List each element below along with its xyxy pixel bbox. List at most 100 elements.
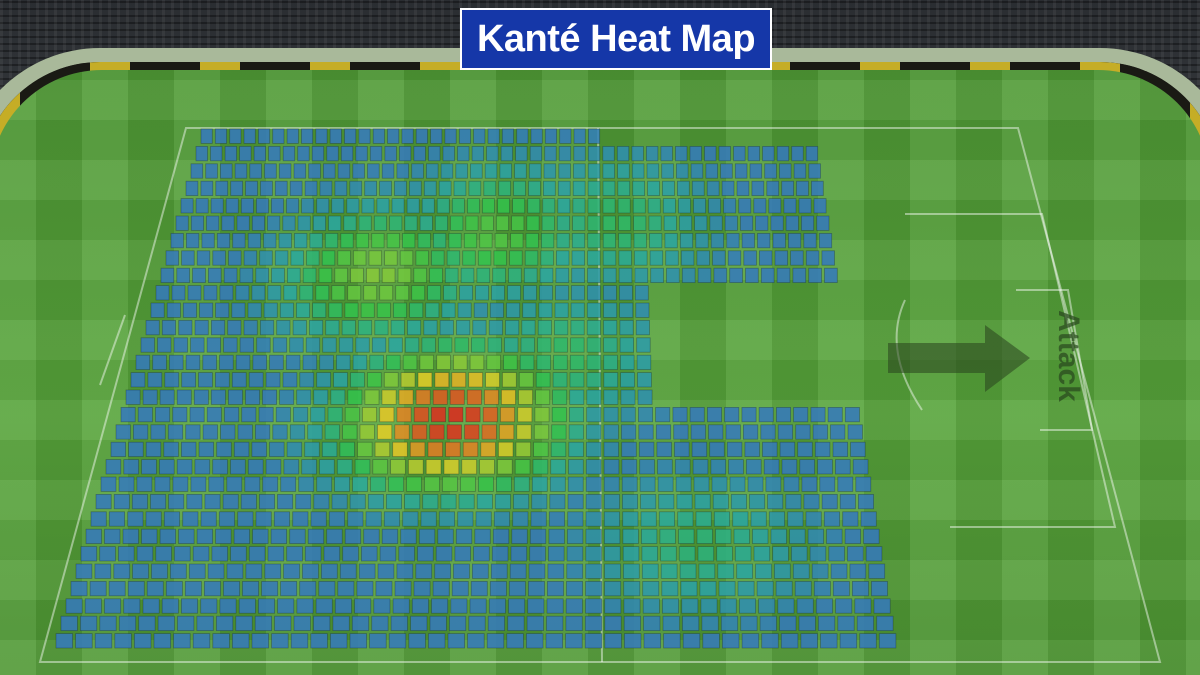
left-goal-area (99, 314, 126, 386)
heat-cell (821, 250, 835, 266)
heat-cell (318, 267, 333, 284)
heat-cell (679, 215, 693, 231)
heat-cell (717, 563, 735, 579)
heat-cell (515, 145, 528, 162)
heat-cell (568, 459, 584, 475)
heat-cell (223, 267, 238, 284)
heat-cell (486, 354, 501, 371)
heat-cell (749, 163, 763, 179)
heat-cell (726, 441, 743, 458)
heat-cell (533, 441, 549, 458)
heat-cell (354, 598, 372, 614)
heat-cell (113, 563, 131, 579)
heat-cell (743, 250, 757, 266)
heat-cell (477, 476, 494, 492)
heat-cell (634, 250, 648, 266)
heat-cell (168, 354, 184, 371)
heat-cell (587, 198, 601, 214)
heat-cell (299, 372, 315, 388)
heat-cell (656, 441, 672, 458)
heat-cell (548, 511, 565, 527)
heat-cell (725, 424, 741, 440)
heat-cell (632, 180, 646, 196)
heat-cell (141, 528, 158, 545)
heat-cell (355, 232, 370, 249)
heat-cell (621, 476, 638, 492)
heat-cell (200, 598, 218, 614)
heat-cell (295, 493, 312, 510)
heat-cell (635, 319, 650, 336)
heat-cell (587, 215, 601, 231)
heat-cell (313, 615, 331, 632)
heat-cell (662, 615, 680, 632)
heat-cell (473, 128, 486, 144)
heat-cell (271, 267, 285, 284)
heat-cell (860, 511, 877, 527)
heat-cell (252, 354, 267, 371)
heat-cell (440, 163, 454, 179)
heat-cell (219, 354, 234, 371)
heat-cell (632, 198, 646, 214)
heat-cell (693, 476, 710, 492)
heat-cell (226, 476, 243, 492)
heat-cell (473, 302, 488, 318)
heat-cell (245, 563, 263, 579)
heat-cell (506, 302, 521, 318)
heat-cell (387, 128, 400, 144)
heat-cell (299, 581, 317, 597)
heat-cell (413, 267, 427, 284)
heat-cell (790, 250, 804, 266)
heat-cell (551, 406, 567, 423)
heat-cell (374, 441, 391, 458)
heat-cell (283, 563, 300, 579)
heat-cell (556, 232, 570, 249)
heat-cell (151, 563, 168, 579)
heat-cell (277, 493, 294, 510)
heat-cell (550, 459, 566, 475)
heat-cell (371, 615, 389, 632)
heat-cell (292, 319, 307, 336)
heat-cell (585, 546, 602, 562)
heat-cell (200, 180, 214, 196)
heat-cell (549, 476, 566, 492)
heat-cell (286, 128, 299, 144)
heat-cell (175, 215, 189, 231)
heat-cell (366, 372, 382, 388)
heat-cell (304, 180, 318, 196)
heat-cell (604, 528, 621, 545)
heat-cell (519, 354, 535, 371)
heat-cell (481, 198, 495, 214)
heat-cell (280, 476, 297, 492)
heat-cell (178, 528, 195, 545)
heat-cell (415, 563, 433, 579)
heat-cell (444, 128, 457, 144)
heat-cell (713, 511, 730, 527)
heat-cell (738, 198, 752, 214)
heat-cell (462, 250, 476, 266)
heat-cell (674, 441, 690, 458)
heat-cell (315, 598, 333, 614)
heat-cell (329, 128, 342, 144)
heat-cell (239, 267, 254, 284)
heat-cell (210, 389, 226, 405)
heat-cell (587, 232, 601, 249)
heat-cell (422, 493, 439, 510)
heat-cell (655, 424, 672, 440)
heat-cell (622, 511, 639, 527)
heat-cell (696, 528, 713, 545)
heat-cell (619, 302, 634, 318)
heat-cell (636, 337, 651, 353)
heat-cell (220, 424, 236, 440)
heat-cell (286, 267, 301, 284)
heat-cell (798, 615, 816, 632)
heat-cell (60, 615, 78, 632)
heat-cell (797, 441, 813, 458)
heat-cell (704, 145, 717, 162)
heat-cell (319, 180, 333, 196)
heat-cell (127, 581, 145, 597)
heat-cell (767, 493, 784, 510)
heat-cell (513, 476, 530, 492)
heat-cell (658, 493, 675, 510)
heat-cell (765, 476, 782, 492)
